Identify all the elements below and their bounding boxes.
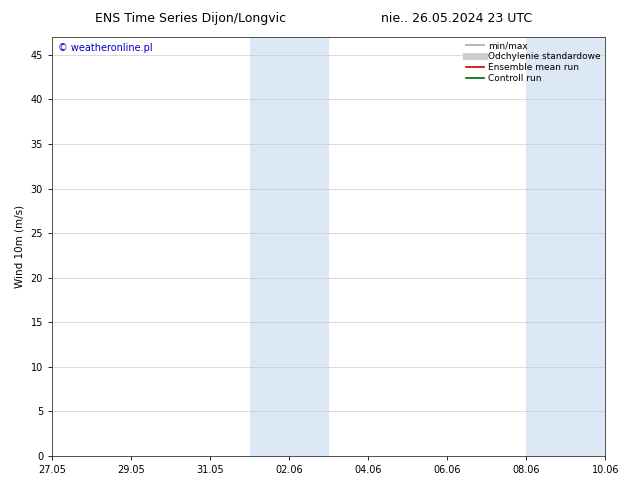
Text: nie.. 26.05.2024 23 UTC: nie.. 26.05.2024 23 UTC: [381, 12, 532, 25]
Legend: min/max, Odchylenie standardowe, Ensemble mean run, Controll run: min/max, Odchylenie standardowe, Ensembl…: [463, 40, 602, 85]
Text: ENS Time Series Dijon/Longvic: ENS Time Series Dijon/Longvic: [94, 12, 286, 25]
Bar: [526, 37, 605, 456]
Y-axis label: Wind 10m (m/s): Wind 10m (m/s): [15, 205, 25, 288]
Bar: [250, 37, 328, 456]
Text: © weatheronline.pl: © weatheronline.pl: [58, 43, 152, 53]
